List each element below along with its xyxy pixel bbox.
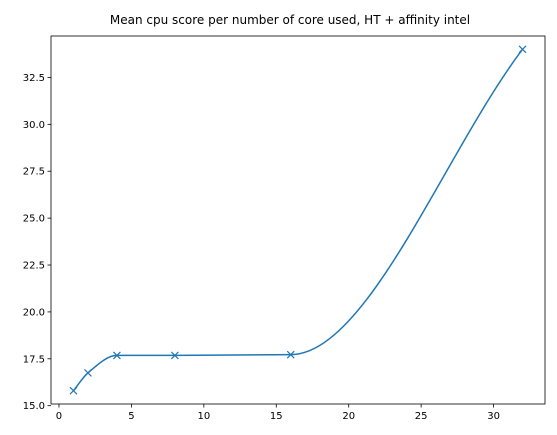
data-point-marker bbox=[84, 368, 92, 377]
x-tick-label: 5 bbox=[128, 411, 134, 422]
y-tick-label: 15.0 bbox=[23, 401, 45, 412]
data-point-marker bbox=[286, 350, 295, 359]
series-line bbox=[72, 48, 524, 392]
plot-area: 0 5 10 15 20 25 30 15.0 17.5 20.0 22.5 25.0 27.5 30.… bbox=[23, 35, 546, 422]
x-tick-label: 25 bbox=[415, 411, 428, 422]
data-point-marker bbox=[518, 45, 527, 54]
x-tick-label: 20 bbox=[342, 411, 355, 422]
x-axis-ticks: 0 5 10 15 20 25 30 bbox=[56, 404, 500, 422]
plot-frame bbox=[50, 35, 546, 405]
y-tick-label: 22.5 bbox=[23, 261, 45, 272]
marker-stroke bbox=[518, 45, 527, 54]
marker-stroke bbox=[286, 350, 295, 359]
series-group bbox=[69, 45, 527, 395]
y-tick-label: 20.0 bbox=[23, 307, 45, 318]
x-tick-label: 0 bbox=[56, 411, 62, 422]
chart-title: Mean cpu score per number of core used, … bbox=[110, 13, 470, 27]
marker-stroke bbox=[112, 351, 121, 360]
marker-stroke bbox=[69, 386, 78, 395]
data-point-marker bbox=[170, 351, 179, 360]
y-tick-label: 32.5 bbox=[23, 73, 45, 84]
y-axis-ticks: 15.0 17.5 20.0 22.5 25.0 27.5 30.0 32.5 bbox=[23, 73, 51, 412]
y-tick-label: 25.0 bbox=[23, 214, 45, 225]
marker-stroke bbox=[170, 351, 179, 360]
marker-stroke bbox=[84, 368, 92, 377]
x-tick-label: 30 bbox=[487, 411, 500, 422]
y-tick-label: 30.0 bbox=[23, 120, 45, 131]
data-point-marker bbox=[112, 351, 121, 360]
y-tick-label: 27.5 bbox=[23, 167, 45, 178]
x-tick-label: 10 bbox=[197, 411, 210, 422]
y-tick-label: 17.5 bbox=[23, 354, 45, 365]
data-point-marker bbox=[69, 386, 78, 395]
x-tick-label: 15 bbox=[270, 411, 283, 422]
